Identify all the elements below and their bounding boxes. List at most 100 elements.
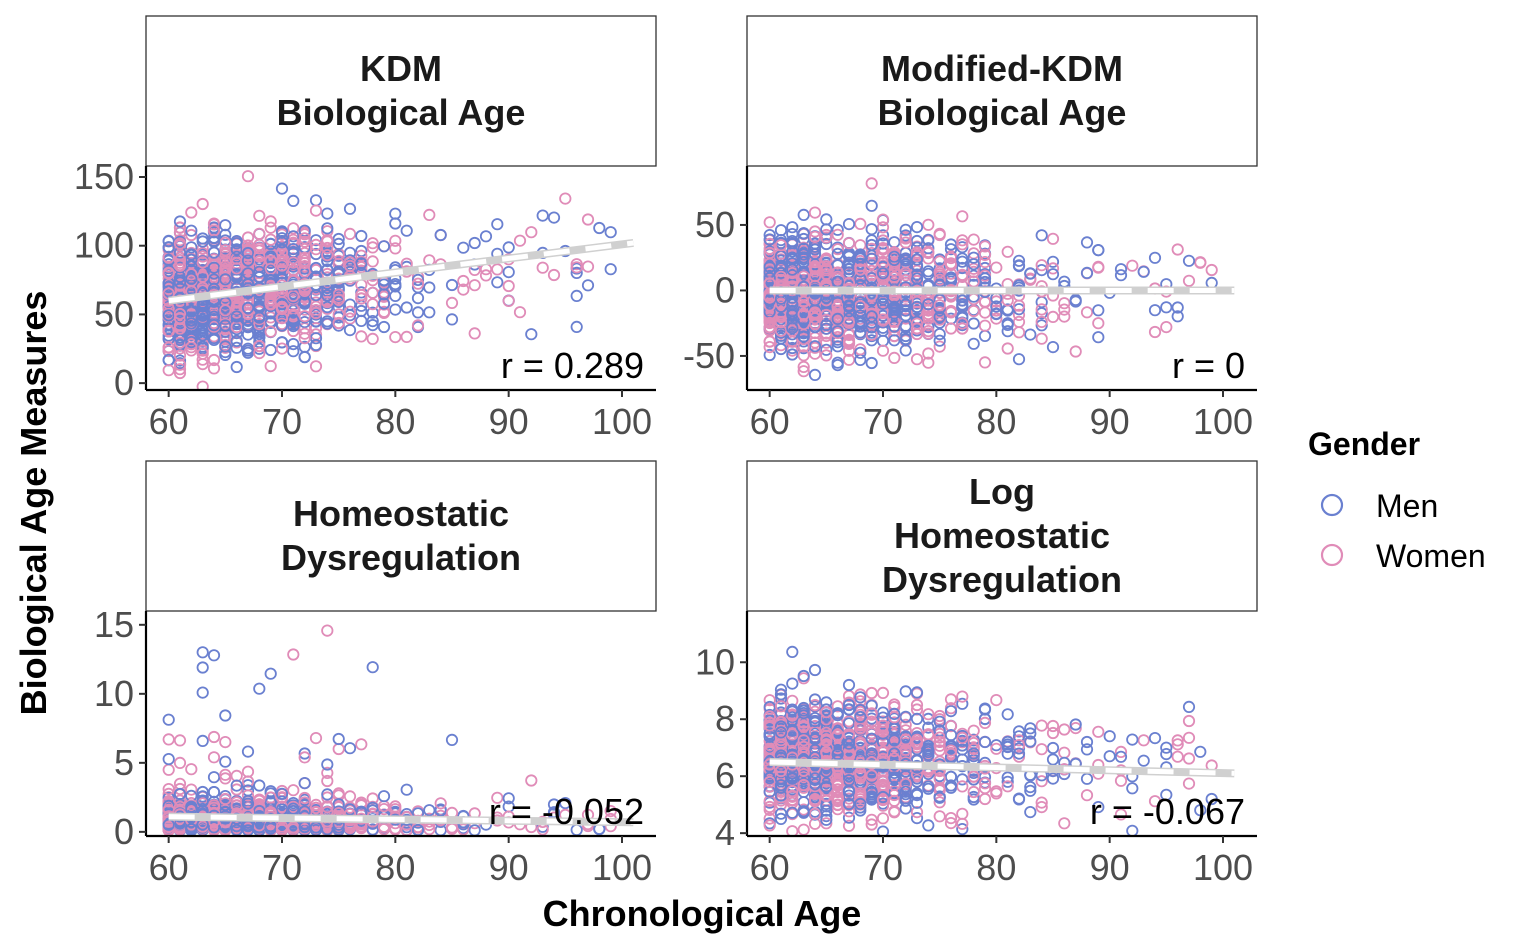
data-point — [253, 301, 266, 314]
data-point — [978, 272, 992, 285]
data-point — [366, 314, 379, 328]
data-point — [253, 340, 266, 353]
data-point — [1012, 326, 1026, 339]
data-point — [196, 307, 209, 320]
data-point — [389, 217, 402, 230]
data-point — [343, 742, 357, 755]
data-point — [774, 794, 788, 807]
data-point — [219, 340, 232, 353]
data-point — [343, 227, 357, 240]
data-point — [820, 231, 833, 244]
data-point — [1103, 730, 1116, 743]
data-point — [253, 793, 266, 806]
data-point — [933, 744, 946, 757]
data-point — [888, 236, 901, 249]
data-point — [196, 340, 209, 353]
data-point — [593, 221, 606, 235]
data-point — [786, 221, 799, 234]
data-point — [366, 661, 379, 674]
data-point — [264, 791, 277, 804]
data-point — [207, 331, 221, 345]
data-point — [808, 795, 822, 808]
x-tick-label: 90 — [489, 847, 529, 888]
data-point — [219, 255, 232, 268]
data-point — [1080, 789, 1094, 802]
data-point — [797, 349, 810, 362]
data-point — [196, 256, 209, 269]
data-point — [820, 709, 833, 722]
data-point — [287, 823, 300, 836]
data-point — [581, 260, 595, 273]
data-point — [899, 304, 912, 317]
data-point — [1182, 777, 1196, 790]
data-point — [196, 313, 209, 326]
data-point — [219, 735, 232, 749]
data-point — [944, 704, 958, 718]
data-point — [287, 222, 300, 235]
data-point — [876, 812, 890, 825]
data-point — [808, 206, 822, 219]
trend-line — [168, 240, 634, 304]
data-point — [786, 228, 799, 241]
data-point — [445, 296, 459, 309]
data-point — [1126, 259, 1139, 272]
data-point — [264, 667, 277, 680]
data-point — [185, 253, 198, 266]
data-point — [309, 238, 323, 251]
data-point — [1103, 750, 1116, 763]
data-point — [876, 778, 890, 791]
data-point — [933, 796, 946, 809]
data-point — [786, 298, 799, 311]
data-point — [831, 295, 844, 309]
data-point — [355, 330, 368, 343]
data-point — [1194, 256, 1207, 269]
data-point — [366, 286, 379, 299]
data-point — [967, 251, 980, 264]
panel-title-line: Homeostatic — [894, 515, 1110, 556]
data-point — [287, 243, 300, 256]
data-point — [264, 343, 277, 357]
data-point — [978, 735, 992, 749]
data-point — [1024, 273, 1037, 286]
data-point — [865, 356, 878, 370]
data-point — [253, 779, 266, 792]
data-point — [1137, 265, 1150, 278]
data-point — [933, 810, 946, 823]
data-point — [967, 733, 980, 746]
data-point — [990, 300, 1003, 313]
data-point — [922, 242, 935, 255]
data-point — [854, 315, 867, 328]
data-point — [332, 316, 345, 330]
data-point — [831, 270, 844, 283]
data-point — [185, 272, 198, 285]
data-point — [185, 317, 198, 330]
data-point — [196, 197, 209, 211]
data-point — [1069, 718, 1082, 731]
data-point — [876, 221, 890, 234]
data-point — [899, 223, 912, 236]
data-point — [162, 752, 175, 766]
data-point — [377, 790, 391, 803]
data-point — [343, 803, 357, 816]
data-point — [162, 241, 175, 254]
data-point — [253, 265, 266, 278]
data-point — [241, 321, 255, 334]
data-point — [162, 302, 175, 315]
data-point — [355, 738, 368, 751]
data-point — [990, 312, 1003, 325]
data-point — [888, 315, 901, 328]
data-point — [298, 232, 311, 245]
data-point — [275, 787, 289, 800]
data-point — [763, 310, 776, 323]
data-point — [423, 208, 436, 221]
data-point — [1194, 804, 1207, 817]
data-point — [865, 818, 878, 831]
data-point — [1092, 260, 1105, 273]
data-point — [933, 299, 946, 312]
data-point — [831, 340, 844, 353]
data-point — [241, 239, 255, 252]
data-point — [219, 768, 232, 781]
data-point — [1012, 734, 1026, 747]
data-point — [445, 733, 459, 747]
